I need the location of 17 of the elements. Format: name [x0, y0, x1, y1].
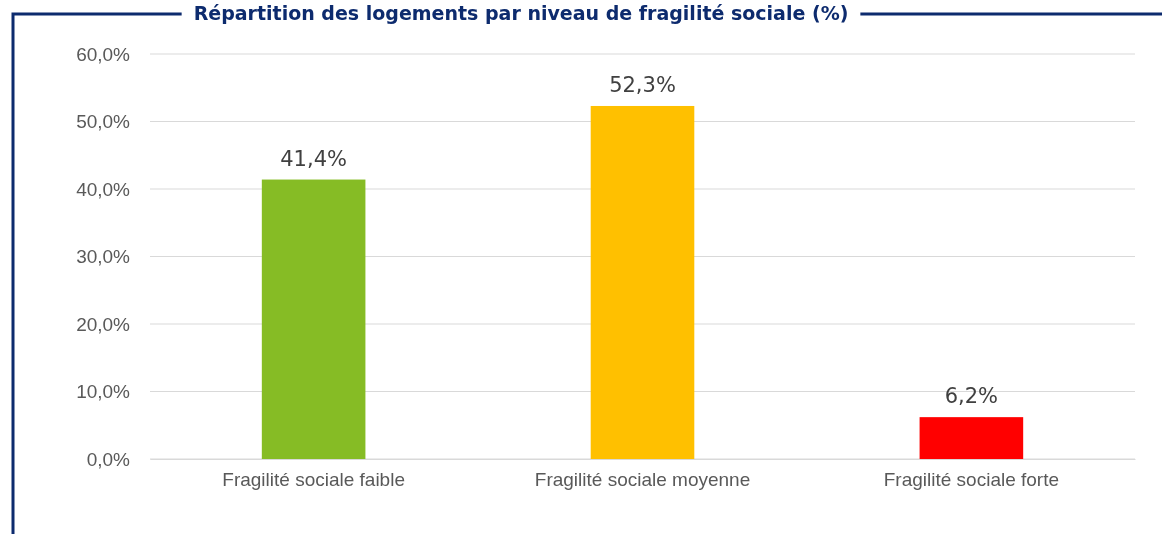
data-label: 52,3% — [609, 72, 676, 97]
y-tick-label: 10,0% — [76, 381, 131, 403]
y-tick-label: 50,0% — [76, 111, 131, 133]
y-tick-label: 30,0% — [76, 246, 131, 268]
data-label: 6,2% — [944, 384, 999, 409]
y-tick-label: 40,0% — [76, 178, 131, 200]
x-tick-label: Fragilité sociale forte — [883, 469, 1060, 491]
bar — [919, 417, 1024, 459]
x-tick-label: Fragilité sociale moyenne — [534, 469, 751, 491]
y-tick-label: 20,0% — [76, 313, 131, 335]
bar — [590, 105, 695, 459]
chart-title: Répartition des logements par niveau de fragilité sociale (%) — [193, 2, 849, 24]
y-tick-label: 60,0% — [76, 43, 131, 65]
x-tick-label: Fragilité sociale faible — [222, 469, 405, 491]
bar — [261, 179, 366, 459]
y-tick-label: 0,0% — [86, 448, 131, 470]
data-label: 41,4% — [280, 146, 347, 171]
